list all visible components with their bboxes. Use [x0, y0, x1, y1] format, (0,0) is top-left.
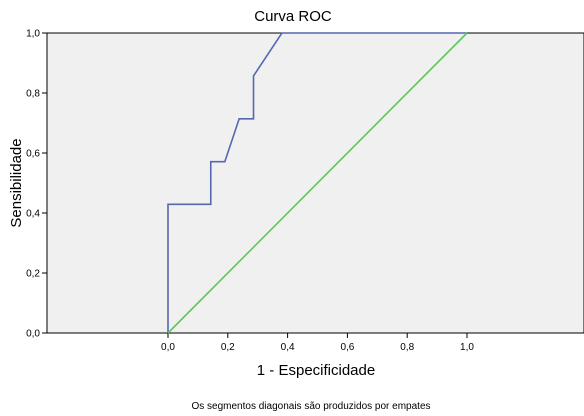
- y-tick-label: 0,4: [26, 209, 40, 220]
- footnote: Os segmentos diagonais são produzidos po…: [191, 401, 430, 412]
- x-tick-label: 1,0: [460, 342, 474, 353]
- y-tick-label: 0,0: [26, 329, 40, 340]
- x-axis: 0,0 0,2 0,4 0,6 0,8 1,0: [161, 333, 474, 353]
- x-tick-label: 0,4: [281, 342, 295, 353]
- series-layer: [167, 32, 468, 334]
- reference-diagonal-line: [167, 32, 468, 334]
- x-axis-label: 1 - Especificidade: [257, 362, 375, 379]
- y-tick-label: 0,8: [26, 89, 40, 100]
- y-axis-label: Sensibilidade: [8, 138, 25, 227]
- x-tick-label: 0,8: [400, 342, 414, 353]
- plot-area: [46, 32, 584, 334]
- x-tick-label: 0,6: [340, 342, 354, 353]
- x-tick-label: 0,0: [161, 342, 175, 353]
- x-tick-label: 0,2: [221, 342, 235, 353]
- y-tick-label: 1,0: [26, 29, 40, 40]
- chart-title: Curva ROC: [254, 8, 332, 25]
- y-tick-label: 0,2: [26, 269, 40, 280]
- y-axis: 0,0 0,2 0,4 0,6 0,8 1,0: [26, 29, 47, 340]
- roc-curve-line: [167, 32, 467, 333]
- y-tick-label: 0,6: [26, 149, 40, 160]
